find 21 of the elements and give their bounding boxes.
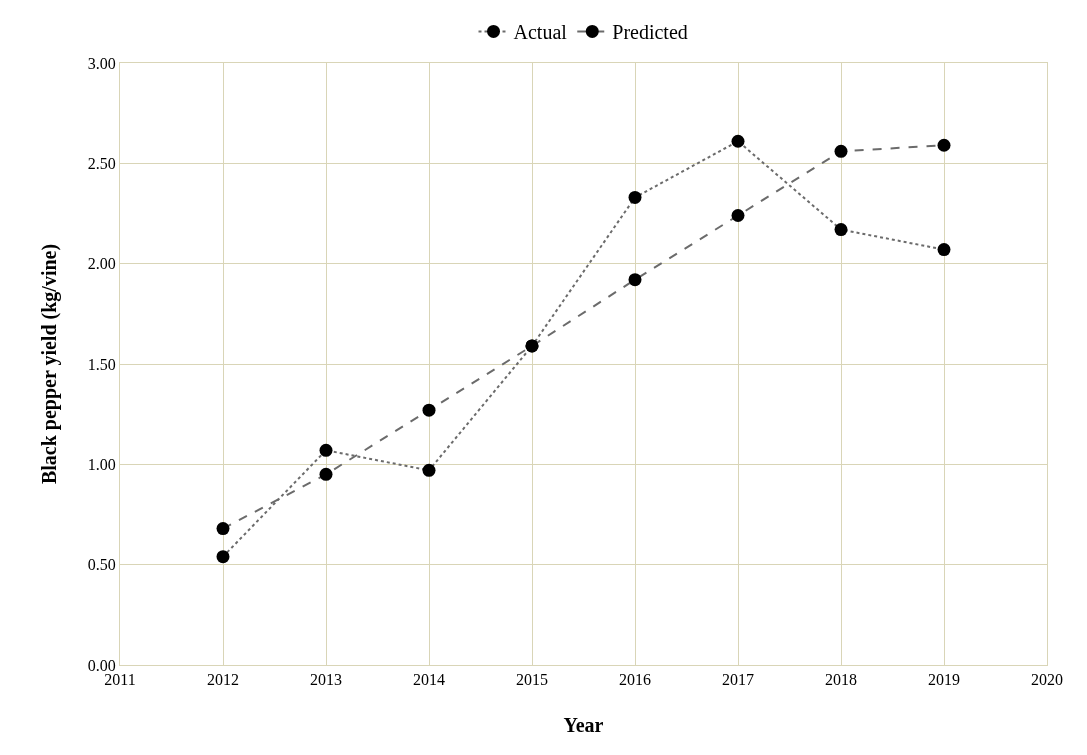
y-tick-label: 1.50	[87, 355, 116, 373]
legend-label: Actual	[513, 21, 568, 44]
y-tick-label: 2.50	[87, 154, 116, 172]
y-tick-label: 2.00	[87, 255, 116, 273]
x-tick-label: 2016	[619, 671, 651, 689]
x-tick-label: 2011	[104, 671, 136, 689]
y-tick-label: 0.00	[87, 656, 116, 674]
x-tick-label: 2017	[722, 671, 754, 689]
y-tick-label: 3.00	[87, 54, 116, 72]
x-axis-title: Year	[563, 713, 604, 736]
x-tick-label: 2018	[825, 671, 857, 689]
x-tick-label: 2019	[928, 671, 960, 689]
x-tick-label: 2014	[413, 671, 445, 689]
x-tick-label: 2020	[1031, 671, 1063, 689]
y-tick-label: 0.50	[87, 556, 116, 574]
x-tick-label: 2012	[207, 671, 239, 689]
legend-label: Predicted	[612, 21, 688, 44]
x-tick-label: 2013	[310, 671, 342, 689]
y-tick-label: 1.00	[87, 455, 116, 473]
y-axis-title: Black pepper yield (kg/vine)	[38, 243, 62, 485]
x-tick-label: 2015	[516, 671, 548, 689]
